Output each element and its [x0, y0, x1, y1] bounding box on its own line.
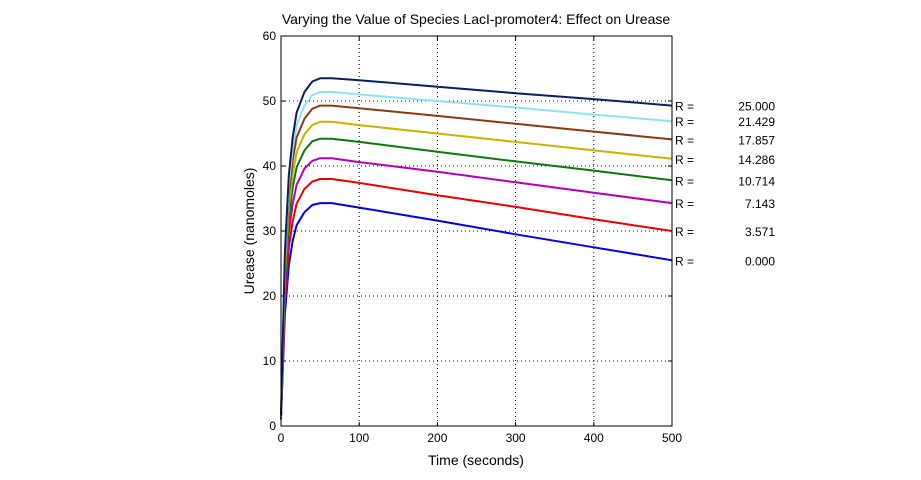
chart-title: Varying the Value of Species LacI-promot…: [282, 11, 671, 27]
series-line-R-3.571: [280, 178, 673, 419]
series-label-prefix: R =: [675, 174, 694, 188]
series-label-value: 25.000: [738, 100, 775, 114]
series-label-prefix: R =: [675, 254, 694, 268]
series-label-value: 3.571: [745, 225, 775, 239]
series-line-R-25.000: [280, 77, 673, 416]
series-line-R-10.714: [280, 137, 673, 418]
x-tick-label: 300: [506, 431, 526, 445]
x-tick-label: 500: [662, 431, 682, 445]
x-tick-label: 200: [427, 431, 447, 445]
x-tick-label: 100: [349, 431, 369, 445]
series-line-R-0.000: [280, 202, 673, 420]
y-tick-label: 60: [263, 29, 277, 43]
series-label-value: 17.857: [738, 133, 775, 147]
x-axis-label: Time (seconds): [428, 452, 524, 468]
series-label-value: 0.000: [745, 254, 775, 268]
series-label-prefix: R =: [675, 115, 694, 129]
y-tick-label: 30: [263, 224, 277, 238]
series-label-value: 7.143: [745, 197, 775, 211]
axis-ticks: 0 100 200 300 400 500 0 10 20 30 40 50 60: [263, 29, 683, 445]
series-label-prefix: R =: [675, 100, 694, 114]
plot-frame: [280, 35, 673, 427]
x-tick-label: 0: [278, 431, 285, 445]
series-label-value: 14.286: [738, 153, 775, 167]
series-label-prefix: R =: [675, 153, 694, 167]
series-line-R-7.143: [280, 157, 673, 419]
series-label-prefix: R =: [675, 133, 694, 147]
grid: [281, 36, 672, 426]
x-tick-label: 400: [584, 431, 604, 445]
y-tick-label: 0: [269, 419, 276, 433]
series-labels: R = 0.000 R = 3.571 R = 7.143 R = 10.714 R = 14.2…: [675, 100, 775, 269]
series-label-prefix: R =: [675, 197, 694, 211]
series-label-prefix: R =: [675, 225, 694, 239]
series-label-value: 10.714: [738, 174, 775, 188]
series-lines: [280, 77, 673, 420]
y-tick-label: 20: [263, 289, 277, 303]
y-axis-label: Urease (nanomoles): [241, 168, 257, 295]
y-tick-label: 10: [263, 354, 277, 368]
y-tick-label: 50: [263, 94, 277, 108]
series-label-value: 21.429: [738, 115, 775, 129]
y-tick-label: 40: [263, 159, 277, 173]
